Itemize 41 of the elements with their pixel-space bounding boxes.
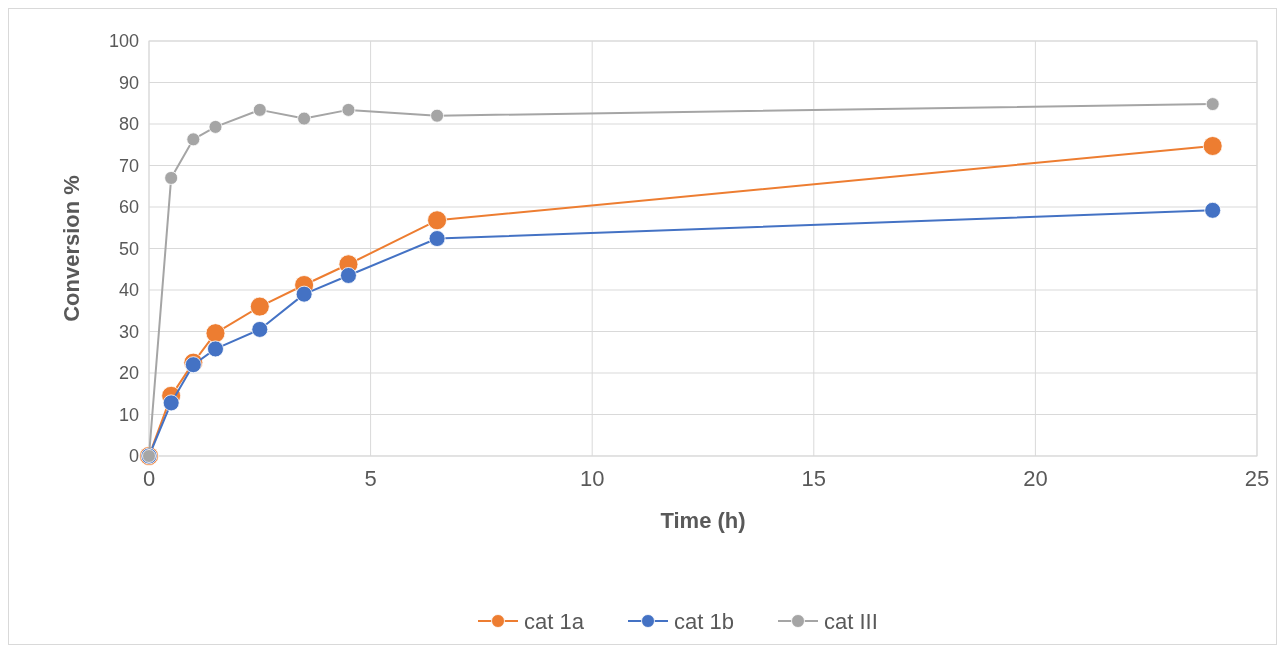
point — [208, 120, 223, 134]
y-tick-label: 60 — [118, 197, 139, 218]
x-tick-label: 5 — [364, 466, 377, 491]
point — [1205, 97, 1220, 111]
y-tick-label: 0 — [128, 446, 139, 467]
y-tick-label: 80 — [118, 114, 139, 135]
y-tick-label: 100 — [108, 31, 139, 52]
point — [341, 102, 356, 117]
point — [251, 321, 269, 338]
point — [427, 210, 447, 231]
y-tick-label: 20 — [118, 363, 139, 384]
point — [186, 132, 201, 147]
y-tick-label: 70 — [118, 155, 139, 176]
y-axis-title: Conversion % — [59, 175, 84, 322]
y-tick-label: 50 — [118, 238, 139, 259]
x-tick-label: 25 — [1244, 466, 1270, 491]
x-tick-label: 10 — [579, 466, 605, 491]
legend-label: cat 1b — [674, 608, 734, 634]
point — [428, 230, 446, 247]
legend-label: cat III — [824, 608, 878, 634]
point — [1204, 201, 1222, 219]
x-axis-title: Time (h) — [660, 508, 746, 533]
point — [297, 111, 312, 126]
point — [295, 285, 313, 303]
y-tick-label: 30 — [118, 321, 139, 342]
legend-label: cat 1a — [524, 608, 585, 634]
x-tick-label: 0 — [142, 466, 156, 491]
y-tick-label: 40 — [118, 280, 139, 301]
point — [252, 102, 267, 117]
point — [207, 340, 224, 358]
y-tick-label: 90 — [118, 72, 139, 93]
point — [340, 267, 357, 284]
point — [164, 171, 179, 185]
point — [205, 323, 226, 344]
x-tick-label: 15 — [801, 466, 827, 491]
x-tick-label: 20 — [1023, 466, 1048, 491]
point — [162, 394, 180, 412]
point — [249, 296, 270, 317]
point — [430, 108, 444, 123]
y-tick-label: 10 — [118, 404, 139, 425]
point — [1202, 136, 1223, 156]
